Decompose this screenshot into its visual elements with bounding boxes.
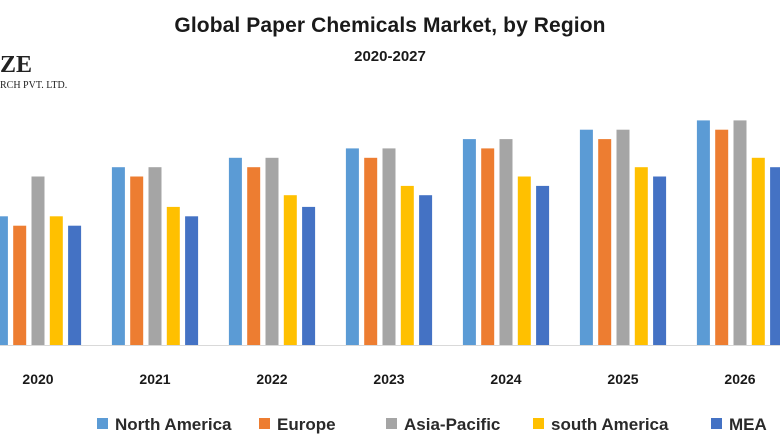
bar-north-america-2021 xyxy=(111,167,125,345)
bar-south-america-2023 xyxy=(400,185,414,345)
bar-europe-2021 xyxy=(130,176,144,345)
bar-europe-2020 xyxy=(13,225,27,345)
bar-mea-2022 xyxy=(302,206,316,345)
watermark-logo: ZE xyxy=(0,52,33,78)
bar-mea-2024 xyxy=(536,185,550,345)
bar-asia-pacific-2024 xyxy=(499,139,513,345)
legend-label-asia-pacific: Asia-Pacific xyxy=(404,415,500,434)
bar-north-america-2026 xyxy=(696,120,710,346)
bar-asia-pacific-2023 xyxy=(382,148,396,345)
bar-asia-pacific-2020 xyxy=(31,176,45,345)
x-tick-label-2023: 2023 xyxy=(373,371,404,387)
x-tick-label-2026: 2026 xyxy=(724,371,755,387)
bar-asia-pacific-2022 xyxy=(265,157,279,345)
bar-europe-2024 xyxy=(481,148,495,345)
legend-swatch-europe xyxy=(259,418,270,429)
x-tick-label-2021: 2021 xyxy=(139,371,170,387)
bar-north-america-2024 xyxy=(462,139,476,345)
bar-asia-pacific-2025 xyxy=(616,129,630,345)
bar-europe-2023 xyxy=(364,157,378,345)
bar-north-america-2022 xyxy=(228,157,242,345)
watermark-tagline: RCH PVT. LTD. xyxy=(0,80,68,91)
bar-north-america-2023 xyxy=(345,148,359,345)
legend-swatch-mea xyxy=(711,418,722,429)
bar-asia-pacific-2021 xyxy=(148,167,162,345)
x-tick-label-2020: 2020 xyxy=(22,371,53,387)
chart-title: Global Paper Chemicals Market, by Region xyxy=(174,14,606,37)
legend-swatch-north-america xyxy=(97,418,108,429)
legend-label-mea: MEA xyxy=(729,415,767,434)
legend-label-north-america: North America xyxy=(115,415,232,434)
bar-mea-2020 xyxy=(68,225,82,345)
bar-south-america-2026 xyxy=(751,157,765,345)
bar-mea-2023 xyxy=(419,195,433,345)
bar-europe-2022 xyxy=(247,167,261,345)
bar-south-america-2025 xyxy=(634,167,648,345)
bar-south-america-2020 xyxy=(49,216,63,345)
bar-europe-2025 xyxy=(598,139,612,345)
bar-south-america-2022 xyxy=(283,195,297,345)
chart-subtitle: 2020-2027 xyxy=(354,48,426,65)
bar-europe-2026 xyxy=(715,129,729,345)
bar-north-america-2020 xyxy=(0,216,8,345)
bar-north-america-2025 xyxy=(579,129,593,345)
legend-label-south-america: south America xyxy=(551,415,669,434)
bar-south-america-2024 xyxy=(517,176,531,345)
bar-asia-pacific-2026 xyxy=(733,120,747,346)
bar-mea-2026 xyxy=(770,167,780,345)
legend-swatch-south-america xyxy=(533,418,544,429)
x-tick-label-2022: 2022 xyxy=(256,371,287,387)
bar-mea-2021 xyxy=(185,216,199,345)
legend-swatch-asia-pacific xyxy=(386,418,397,429)
bar-south-america-2021 xyxy=(166,206,180,345)
x-tick-label-2025: 2025 xyxy=(607,371,638,387)
x-tick-label-2024: 2024 xyxy=(490,371,521,387)
legend-label-europe: Europe xyxy=(277,415,336,434)
bar-mea-2025 xyxy=(653,176,667,345)
